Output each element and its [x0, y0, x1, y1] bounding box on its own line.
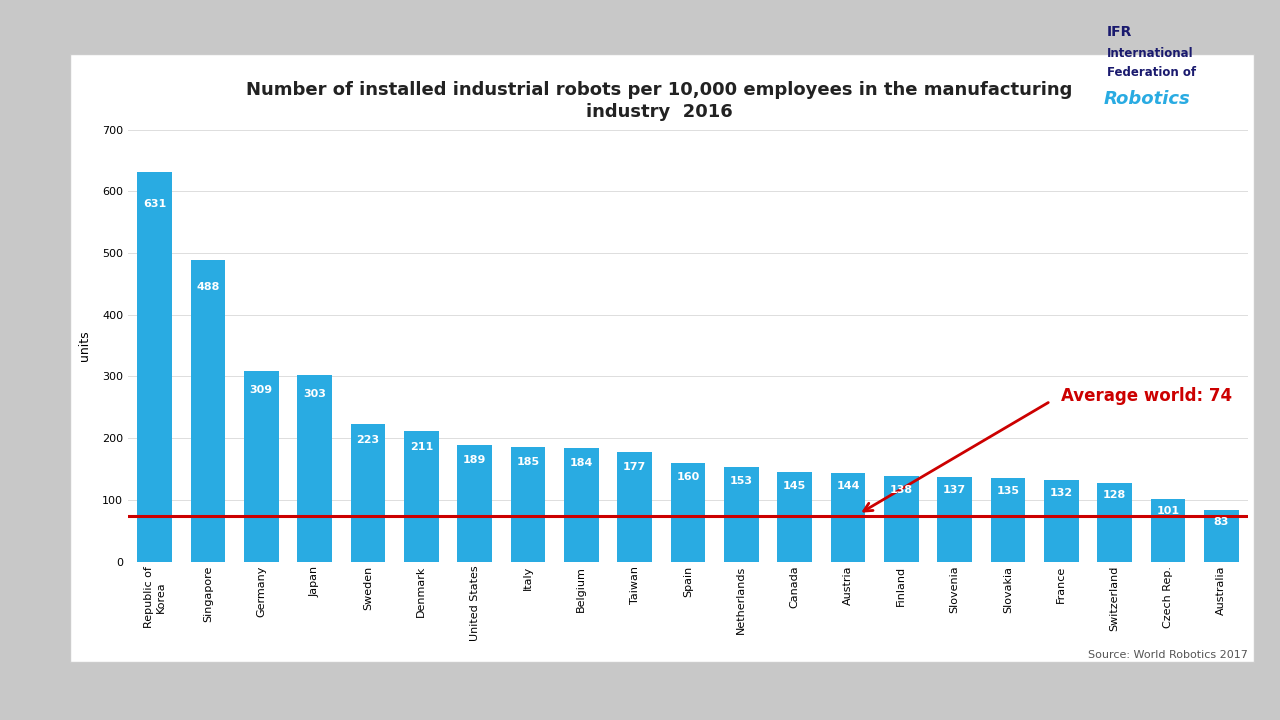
Bar — [671, 463, 705, 562]
Text: 160: 160 — [676, 472, 700, 482]
Text: 83: 83 — [1213, 516, 1229, 526]
Bar — [137, 172, 172, 562]
Bar — [297, 374, 332, 562]
Text: International: International — [1107, 47, 1194, 60]
Bar — [1044, 480, 1079, 562]
Text: 189: 189 — [463, 455, 486, 465]
Text: Federation of: Federation of — [1107, 66, 1197, 79]
Text: industry  2016: industry 2016 — [586, 102, 732, 120]
Text: 223: 223 — [356, 436, 380, 446]
Text: 488: 488 — [196, 282, 220, 292]
Text: 631: 631 — [143, 199, 166, 209]
Text: 177: 177 — [623, 462, 646, 472]
Text: Source: World Robotics 2017: Source: World Robotics 2017 — [1088, 650, 1248, 660]
Text: IFR: IFR — [1107, 25, 1133, 39]
Text: 309: 309 — [250, 385, 273, 395]
Text: Number of installed industrial robots per 10,000 employees in the manufacturing: Number of installed industrial robots pe… — [246, 81, 1073, 99]
Bar — [511, 447, 545, 562]
Text: 184: 184 — [570, 458, 593, 468]
Text: 132: 132 — [1050, 488, 1073, 498]
Bar — [884, 477, 919, 562]
Bar — [1097, 482, 1132, 562]
Bar — [351, 424, 385, 562]
Bar — [991, 478, 1025, 562]
Bar — [191, 261, 225, 562]
Bar — [724, 467, 759, 562]
Text: Robotics: Robotics — [1103, 90, 1190, 108]
Bar — [937, 477, 972, 562]
Bar — [831, 473, 865, 562]
Bar — [1151, 499, 1185, 562]
Text: 144: 144 — [836, 481, 860, 491]
Bar — [457, 445, 492, 562]
Bar — [617, 452, 652, 562]
Bar — [1204, 510, 1239, 562]
Bar — [244, 371, 279, 562]
Text: 211: 211 — [410, 442, 433, 452]
Bar — [564, 448, 599, 562]
Text: 303: 303 — [303, 389, 326, 399]
Bar — [404, 431, 439, 562]
Text: 138: 138 — [890, 485, 913, 495]
Text: 185: 185 — [516, 457, 540, 467]
Text: Average world: 74: Average world: 74 — [1061, 387, 1233, 405]
Bar — [777, 472, 812, 562]
Text: 135: 135 — [997, 487, 1019, 496]
Y-axis label: units: units — [78, 330, 91, 361]
Text: 153: 153 — [730, 476, 753, 486]
Text: 145: 145 — [783, 480, 806, 490]
Text: 137: 137 — [943, 485, 966, 495]
Text: 128: 128 — [1103, 490, 1126, 500]
Text: 101: 101 — [1156, 506, 1180, 516]
